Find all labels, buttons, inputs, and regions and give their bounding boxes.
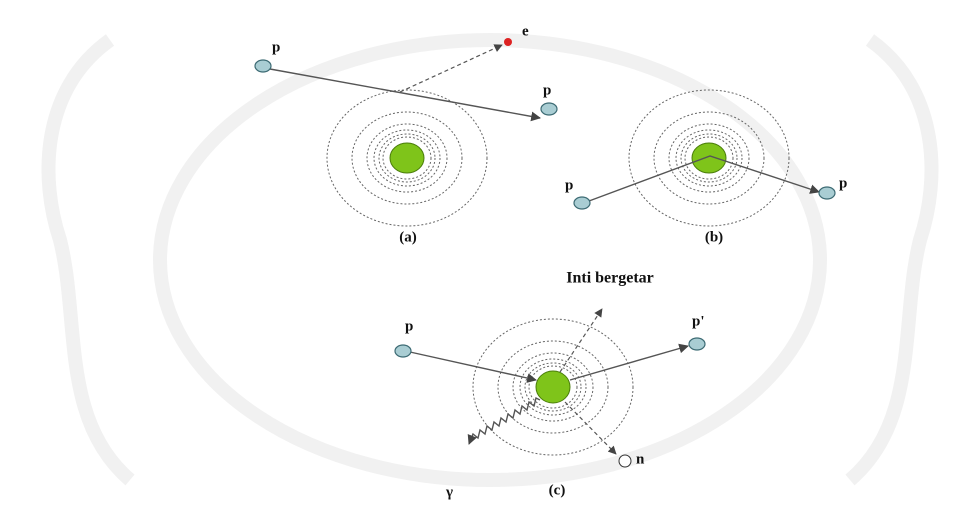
proton — [255, 60, 271, 72]
label: e — [522, 23, 529, 39]
gamma-track — [469, 398, 540, 444]
proton-track — [270, 69, 540, 118]
neutron — [619, 455, 631, 467]
label: p — [405, 318, 413, 334]
neutron-track — [565, 402, 616, 454]
watermark — [48, 40, 931, 480]
label: n — [636, 451, 645, 467]
nucleus — [692, 143, 726, 173]
nucleus — [390, 143, 424, 173]
nucleus — [536, 371, 570, 403]
proton — [395, 345, 411, 357]
label: p — [839, 175, 847, 191]
proton — [541, 103, 557, 115]
label: γ — [445, 484, 453, 500]
panel-label: (a) — [399, 229, 417, 245]
panel-title: Inti bergetar — [566, 270, 654, 287]
label: p — [272, 39, 280, 55]
proton — [574, 197, 590, 209]
panel-c: Inti bergetar p p' n γ (c) — [395, 270, 705, 501]
proton-track — [570, 346, 688, 380]
label: p' — [692, 313, 705, 329]
label: p — [543, 82, 551, 98]
label: p — [565, 177, 573, 193]
panel-label: (b) — [705, 229, 723, 245]
proton — [689, 338, 705, 350]
panel-b: p p (b) — [565, 90, 847, 245]
electron — [504, 38, 512, 46]
panel-a: p p e (a) — [255, 23, 557, 245]
proton-track — [410, 352, 536, 380]
diagram: p p e (a) p p (b) Inti bergetar p p' n γ… — [0, 0, 979, 508]
proton — [819, 187, 835, 199]
panel-label: (c) — [549, 482, 566, 498]
